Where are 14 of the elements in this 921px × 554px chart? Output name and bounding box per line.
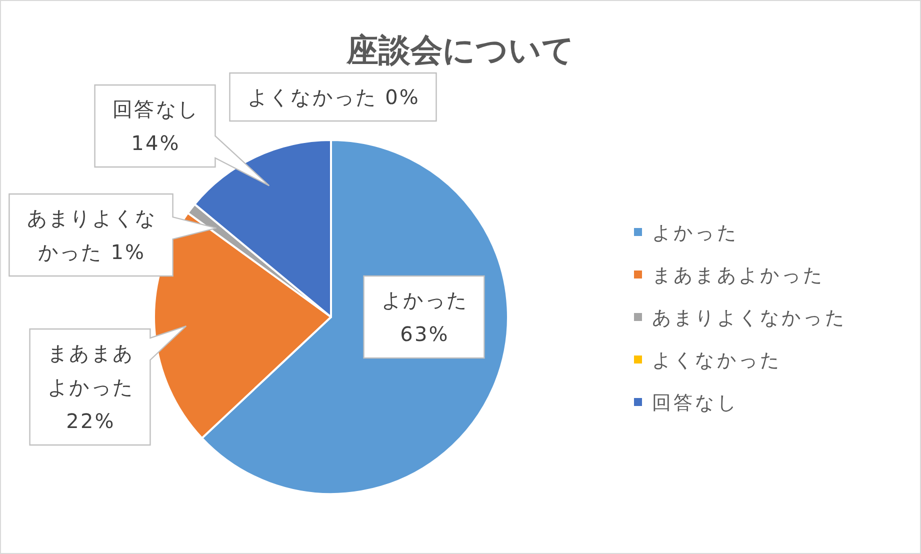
category-label: あまりよくなかった 1% — [26, 206, 157, 264]
legend-label: 回答なし — [652, 392, 738, 414]
slice-label: まあまあよかった — [48, 341, 134, 399]
chart-title: 座談会について — [346, 31, 574, 69]
slice-label: 回答なし — [112, 97, 200, 121]
data-label: 63% — [400, 322, 450, 346]
legend-label: よかった — [652, 222, 738, 244]
slice-label: よかった — [382, 288, 468, 312]
data-label: 22% — [66, 409, 116, 433]
legend-label: あまりよくなかった — [652, 307, 846, 329]
data-label: 14% — [131, 131, 180, 155]
legend-label: よくなかった — [652, 350, 782, 372]
legend-label: まあまあよかった — [652, 264, 825, 286]
category-label: よくなかった 0% — [248, 85, 420, 109]
